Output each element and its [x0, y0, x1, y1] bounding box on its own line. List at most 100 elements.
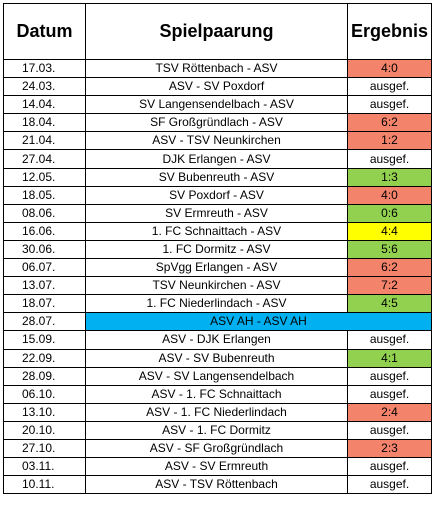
table-row: 18.05. SV Poxdorf - ASV 4:0 [3, 185, 432, 205]
table-row: 27.10. ASV - SF Großgründlach 2:3 [3, 438, 432, 459]
match-date: 12.05. [3, 167, 86, 187]
header-row: Datum Spielpaarung Ergebnis [3, 3, 432, 60]
match-result: 7:2 [347, 276, 432, 296]
match-pairing: TSV Röttenbach - ASV [85, 58, 348, 79]
table-row: 13.10. ASV - 1. FC Niederlindach 2:4 [3, 402, 432, 422]
table-row: 28.07. ASV AH - ASV AH [3, 312, 432, 332]
table-row: 14.04. SV Langensendelbach - ASV ausgef. [3, 95, 432, 115]
match-result: 2:4 [347, 402, 432, 422]
match-date: 03.11. [3, 457, 86, 477]
match-result: 6:2 [347, 113, 432, 133]
match-date: 24.03. [3, 77, 86, 97]
table-row: 28.09. ASV - SV Langensendelbach ausgef. [3, 366, 432, 386]
match-pairing: ASV - SV Ermreuth [85, 457, 348, 477]
match-result: ausgef. [347, 457, 432, 477]
match-result: ausgef. [347, 420, 432, 440]
schedule-table: Datum Spielpaarung Ergebnis 17.03. TSV Rö… [3, 3, 432, 495]
match-date: 17.03. [3, 58, 86, 79]
table-row: 22.09. ASV - SV Bubenreuth 4:1 [3, 348, 432, 368]
match-pairing: ASV - DJK Erlangen [85, 330, 348, 350]
match-date: 14.04. [3, 95, 86, 115]
table-row: 18.04. SF Großgründlach - ASV 6:2 [3, 113, 432, 133]
table-row: 08.06. SV Ermreuth - ASV 0:6 [3, 203, 432, 223]
match-result: 4:0 [347, 58, 432, 79]
table-row: 06.10. ASV - 1. FC Schnaittach ausgef. [3, 384, 432, 404]
match-result: ausgef. [347, 366, 432, 386]
match-result: 4:5 [347, 294, 432, 314]
table-row: 06.07. SpVgg Erlangen - ASV 6:2 [3, 258, 432, 278]
special-event: ASV AH - ASV AH [85, 312, 432, 332]
match-pairing: SV Ermreuth - ASV [85, 203, 348, 223]
match-result: ausgef. [347, 330, 432, 350]
match-pairing: ASV - 1. FC Dormitz [85, 420, 348, 440]
match-pairing: ASV - SF Großgründlach [85, 438, 348, 459]
match-result: ausgef. [347, 384, 432, 404]
match-date: 10.11. [3, 475, 86, 495]
match-date: 27.04. [3, 149, 86, 169]
match-pairing: 1. FC Schnaittach - ASV [85, 221, 348, 241]
match-date: 27.10. [3, 438, 86, 459]
match-date: 28.07. [3, 312, 86, 332]
match-result: 2:3 [347, 438, 432, 459]
header-date: Datum [3, 3, 86, 60]
match-date: 18.05. [3, 185, 86, 205]
header-result: Ergebnis [347, 3, 432, 60]
table-row: 12.05. SV Bubenreuth - ASV 1:3 [3, 167, 432, 187]
match-result: 5:6 [347, 239, 432, 260]
match-date: 08.06. [3, 203, 86, 223]
match-date: 20.10. [3, 420, 86, 440]
match-result: 6:2 [347, 258, 432, 278]
match-pairing: ASV - SV Bubenreuth [85, 348, 348, 368]
table-row: 27.04. DJK Erlangen - ASV ausgef. [3, 149, 432, 169]
match-pairing: ASV - TSV Röttenbach [85, 475, 348, 495]
match-date: 30.06. [3, 239, 86, 260]
match-result: 4:4 [347, 221, 432, 241]
match-result: 4:0 [347, 185, 432, 205]
match-pairing: DJK Erlangen - ASV [85, 149, 348, 169]
table-row: 20.10. ASV - 1. FC Dormitz ausgef. [3, 420, 432, 440]
match-result: 1:2 [347, 131, 432, 151]
match-date: 15.09. [3, 330, 86, 350]
match-pairing: SV Poxdorf - ASV [85, 185, 348, 205]
match-pairing: TSV Neunkirchen - ASV [85, 276, 348, 296]
match-date: 22.09. [3, 348, 86, 368]
match-date: 18.07. [3, 294, 86, 314]
match-date: 28.09. [3, 366, 86, 386]
match-pairing: ASV - TSV Neunkirchen [85, 131, 348, 151]
match-pairing: 1. FC Niederlindach - ASV [85, 294, 348, 314]
match-pairing: SpVgg Erlangen - ASV [85, 258, 348, 278]
table-row: 15.09. ASV - DJK Erlangen ausgef. [3, 330, 432, 350]
table-row: 17.03. TSV Röttenbach - ASV 4:0 [3, 58, 432, 79]
match-date: 16.06. [3, 221, 86, 241]
match-date: 21.04. [3, 131, 86, 151]
table-row: 13.07. TSV Neunkirchen - ASV 7:2 [3, 276, 432, 296]
match-pairing: SV Bubenreuth - ASV [85, 167, 348, 187]
match-result: ausgef. [347, 475, 432, 495]
match-date: 18.04. [3, 113, 86, 133]
match-date: 13.10. [3, 402, 86, 422]
table-row: 10.11. ASV - TSV Röttenbach ausgef. [3, 475, 432, 495]
match-pairing: ASV - 1. FC Niederlindach [85, 402, 348, 422]
match-pairing: ASV - SV Langensendelbach [85, 366, 348, 386]
table-row: 21.04. ASV - TSV Neunkirchen 1:2 [3, 131, 432, 151]
match-result: 0:6 [347, 203, 432, 223]
match-result: 1:3 [347, 167, 432, 187]
match-date: 13.07. [3, 276, 86, 296]
match-result: ausgef. [347, 149, 432, 169]
table-row: 30.06. 1. FC Dormitz - ASV 5:6 [3, 239, 432, 260]
match-pairing: SF Großgründlach - ASV [85, 113, 348, 133]
match-result: 4:1 [347, 348, 432, 368]
table-row: 24.03. ASV - SV Poxdorf ausgef. [3, 77, 432, 97]
table-row: 03.11. ASV - SV Ermreuth ausgef. [3, 457, 432, 477]
match-date: 06.07. [3, 258, 86, 278]
table-row: 16.06. 1. FC Schnaittach - ASV 4:4 [3, 221, 432, 241]
match-pairing: 1. FC Dormitz - ASV [85, 239, 348, 260]
match-pairing: ASV - 1. FC Schnaittach [85, 384, 348, 404]
header-match: Spielpaarung [85, 3, 348, 60]
match-pairing: SV Langensendelbach - ASV [85, 95, 348, 115]
match-date: 06.10. [3, 384, 86, 404]
match-pairing: ASV - SV Poxdorf [85, 77, 348, 97]
match-result: ausgef. [347, 77, 432, 97]
table-row: 18.07. 1. FC Niederlindach - ASV 4:5 [3, 294, 432, 314]
match-result: ausgef. [347, 95, 432, 115]
